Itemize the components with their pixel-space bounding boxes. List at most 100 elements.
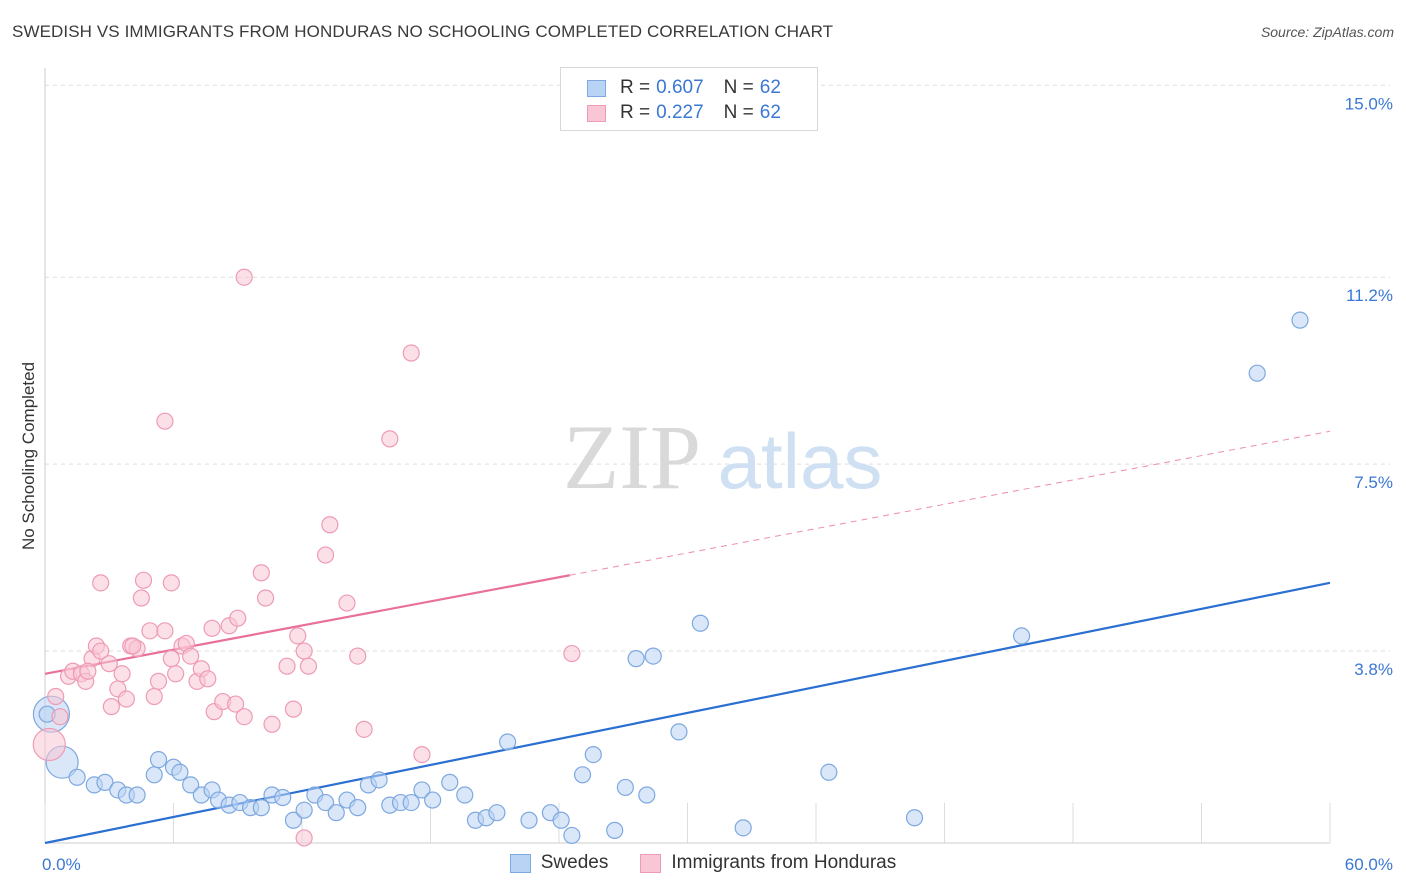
watermark: ZIP atlas (563, 406, 882, 508)
legend-row-swedes: R = 0.607 N = 62 (587, 77, 781, 99)
swedes-point (670, 723, 688, 741)
honduras-point (92, 574, 110, 592)
legend-r-value: 0.227 (656, 102, 704, 123)
bottom-legend-label-honduras: Immigrants from Honduras (671, 852, 897, 873)
honduras-point (278, 657, 296, 675)
honduras-trend-line (44, 574, 570, 675)
x-tick-label: 60.0% (1345, 855, 1393, 874)
honduras-point (51, 708, 69, 726)
y-tick-label: 7.5% (1354, 473, 1393, 492)
legend-row-honduras: R = 0.227 N = 62 (587, 102, 781, 124)
swedes-point (182, 776, 200, 794)
honduras-point (289, 627, 307, 645)
swedes-point (456, 786, 474, 804)
swedes-point (734, 819, 752, 837)
honduras-point (141, 622, 159, 640)
honduras-point (227, 695, 245, 713)
swedes-point (402, 793, 420, 812)
honduras-point (134, 571, 153, 589)
honduras-point (256, 589, 275, 607)
swedes-point (644, 647, 662, 665)
swedes-point (584, 745, 602, 764)
honduras-point (162, 650, 180, 668)
chart-title: SWEDISH VS IMMIGRANTS FROM HONDURAS NO S… (12, 22, 834, 41)
swedes-point (441, 773, 459, 791)
swedes-point (1291, 311, 1309, 329)
legend: R = 0.607 N = 62 R = 0.227 N = 62 (560, 67, 818, 131)
bottom-legend-swedes: Swedes (509, 852, 609, 874)
swedes-point (149, 751, 168, 769)
swedes-point (1248, 364, 1266, 382)
swedes-point (274, 788, 292, 807)
honduras-point (102, 698, 120, 716)
tick-labels: 3.8% 7.5% 11.2% 15.0% 0.0% 60.0% (42, 94, 1393, 874)
swedes-point (349, 799, 367, 817)
swedes-point (1012, 627, 1031, 645)
y-tick-label: 15.0% (1345, 94, 1393, 113)
swedes-point (424, 791, 442, 809)
swedes-point (145, 766, 163, 784)
x-tick-label: 0.0% (42, 855, 81, 874)
honduras-point (563, 644, 581, 663)
honduras-point (349, 647, 367, 665)
honduras-point (162, 574, 180, 592)
bottom-legend-label-swedes: Swedes (540, 852, 609, 873)
swedes-point (96, 773, 114, 791)
honduras-point (156, 622, 174, 640)
bottom-legend-swatch-swedes (509, 853, 531, 873)
swedes-point (606, 821, 624, 839)
swedes-point (488, 804, 506, 822)
honduras-point (117, 690, 135, 708)
data-points (32, 268, 1309, 847)
honduras-point (381, 430, 399, 448)
honduras-point (338, 594, 356, 612)
honduras-point (32, 727, 66, 762)
swedes-point (370, 771, 388, 789)
honduras-point (149, 672, 168, 690)
honduras-point (182, 647, 200, 665)
bottom-legend-honduras: Immigrants from Honduras (640, 852, 896, 874)
honduras-point (113, 665, 131, 683)
honduras-point (156, 412, 174, 430)
swedes-point (327, 804, 345, 822)
honduras-point (145, 687, 163, 706)
honduras-point (229, 609, 247, 627)
honduras-point (252, 564, 270, 582)
swedes-point (295, 801, 313, 819)
honduras-point (299, 657, 318, 675)
swedes-point (552, 811, 570, 829)
watermark-zip: ZIP (563, 406, 701, 508)
swedes-point (573, 766, 592, 784)
swedes-point (616, 778, 634, 797)
honduras-trend-line-extension (569, 430, 1331, 576)
honduras-point (295, 642, 313, 660)
honduras-point (203, 619, 221, 637)
honduras-point (284, 700, 303, 718)
honduras-point (355, 720, 373, 738)
honduras-point (47, 687, 65, 706)
legend-n-label: N = (723, 77, 754, 98)
legend-n-value: 62 (759, 77, 781, 98)
legend-r-value: 0.607 (656, 77, 704, 98)
swedes-point (128, 786, 146, 804)
legend-n-value: 62 (759, 102, 781, 123)
bottom-legend-swatch-honduras (640, 853, 662, 873)
honduras-point (92, 642, 110, 660)
honduras-point (124, 637, 142, 655)
swedes-point (316, 793, 335, 812)
honduras-point (100, 655, 118, 673)
swedes-point (520, 811, 538, 829)
y-axis-label: No Schooling Completed (19, 362, 38, 550)
honduras-point (235, 268, 253, 286)
swedes-point (413, 781, 431, 799)
y-tick-label: 11.2% (1346, 286, 1393, 305)
honduras-point (263, 715, 281, 733)
honduras-point (167, 665, 185, 683)
honduras-point (316, 546, 335, 564)
watermark-atlas: atlas (718, 417, 883, 505)
swedes-point (691, 614, 709, 632)
honduras-point (235, 708, 253, 726)
legend-swatch-honduras (587, 104, 606, 122)
legend-swatch-swedes (587, 79, 606, 97)
